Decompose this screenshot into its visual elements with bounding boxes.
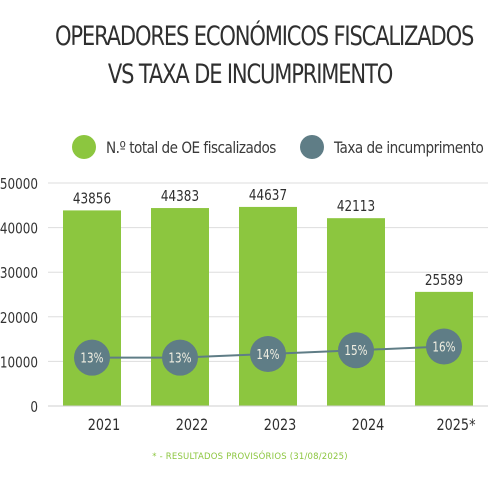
rate-label: 16% xyxy=(432,339,455,354)
legend-item-bars: N.º total de OE fiscalizados xyxy=(72,133,306,161)
legend-item-rate: Taxa de incumprimento xyxy=(300,133,500,161)
footnote: * - RESULTADOS PROVISÓRIOS (31/08/2025) xyxy=(152,452,348,462)
title-line-2: VS TAXA DE INCUMPRIMENTO xyxy=(107,59,393,90)
bar-value-label: 44383 xyxy=(161,188,199,206)
bar xyxy=(239,206,297,406)
bar xyxy=(63,210,121,406)
x-tick-label: 2022 xyxy=(176,417,209,435)
bar-value-label: 43856 xyxy=(73,190,111,208)
rate-label: 13% xyxy=(80,351,103,366)
rate-marker xyxy=(162,339,198,376)
rate-marker xyxy=(250,335,286,372)
y-tick-label: 40000 xyxy=(0,220,38,238)
rate-marker xyxy=(338,332,374,369)
y-tick-label: 0 xyxy=(30,399,38,417)
title-line-1: OPERADORES ECONÓMICOS FISCALIZADOS xyxy=(55,21,474,52)
y-tick-label: 20000 xyxy=(0,310,38,328)
bar xyxy=(327,218,385,406)
x-tick-label: 2025* xyxy=(437,417,476,435)
rate-marker xyxy=(426,328,462,365)
legend-label-bars: N.º total de OE fiscalizados xyxy=(106,137,276,157)
bar xyxy=(151,208,209,406)
bar-value-label: 25589 xyxy=(425,272,463,290)
y-tick-label: 10000 xyxy=(0,354,38,372)
legend-label-rate: Taxa de incumprimento xyxy=(334,137,484,157)
rate-marker xyxy=(74,339,110,376)
x-tick-label: 2023 xyxy=(264,417,297,435)
legend: N.º total de OE fiscalizados Taxa de inc… xyxy=(0,133,500,161)
bar-value-label: 42113 xyxy=(337,198,375,216)
rate-label: 13% xyxy=(168,351,191,366)
y-tick-label: 50000 xyxy=(0,176,38,194)
y-tick-label: 30000 xyxy=(0,265,38,283)
x-tick-label: 2021 xyxy=(88,417,121,435)
chart-title: OPERADORES ECONÓMICOS FISCALIZADOS VS TA… xyxy=(55,18,474,94)
bar-value-label: 44637 xyxy=(249,187,287,205)
rate-label: 15% xyxy=(344,343,367,358)
legend-swatch-bars xyxy=(72,135,96,159)
legend-swatch-rate xyxy=(300,135,324,159)
x-tick-label: 2024 xyxy=(352,417,385,435)
rate-label: 14% xyxy=(256,347,279,362)
